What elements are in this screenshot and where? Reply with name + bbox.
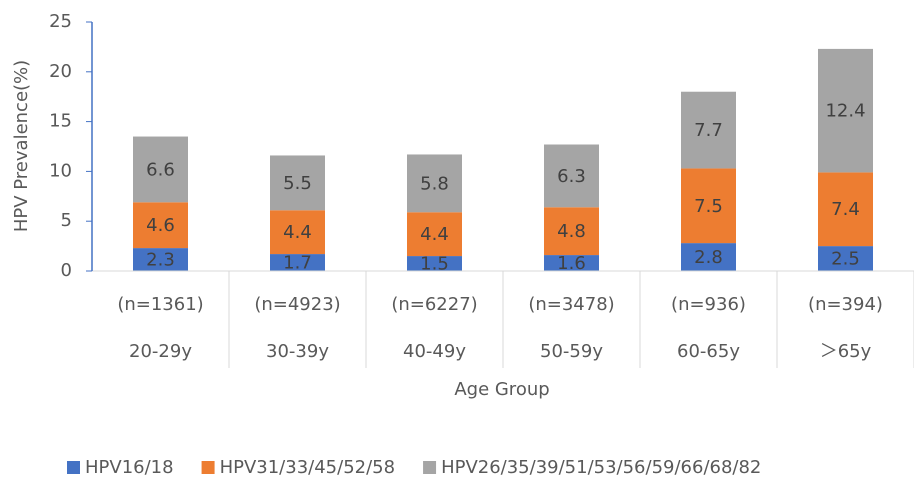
bar-segment	[818, 246, 873, 271]
bar-segment	[133, 202, 188, 249]
value-label: 6.3	[557, 166, 586, 187]
legend-label: HPV26/35/39/51/53/56/59/66/68/82	[441, 457, 761, 478]
bar-segment	[407, 154, 462, 213]
bar-segment	[407, 256, 462, 271]
category-note: (n=6227)	[391, 294, 477, 315]
bar-segment	[407, 212, 462, 257]
category-note: (n=4923)	[254, 294, 340, 315]
y-tick-label: 10	[49, 160, 72, 181]
legend-swatch	[201, 461, 215, 474]
bar-segment	[818, 172, 873, 247]
bar-segment	[681, 168, 736, 244]
value-label: 5.5	[283, 173, 312, 194]
value-label: 1.7	[283, 253, 312, 274]
y-axis-title: HPV Prevalence(%)	[11, 60, 32, 232]
bar-segment	[681, 91, 736, 169]
legend-swatch	[423, 461, 437, 474]
x-tick-label: 40-49y	[403, 341, 466, 362]
bar-segment	[544, 207, 599, 256]
value-label: 6.6	[146, 159, 175, 180]
value-label: 4.6	[146, 215, 175, 236]
category-note: (n=936)	[671, 294, 746, 315]
y-tick-label: 25	[49, 11, 72, 32]
value-label: 7.4	[831, 199, 860, 220]
category-note: (n=394)	[808, 294, 883, 315]
category-note: (n=3478)	[528, 294, 614, 315]
bar-segment	[681, 243, 736, 271]
bar-segment	[270, 155, 325, 211]
bar-segment	[544, 255, 599, 271]
bar-segment	[270, 254, 325, 271]
y-tick-label: 0	[61, 260, 72, 281]
value-label: 12.4	[825, 101, 865, 122]
value-label: 4.4	[420, 224, 449, 245]
bar-segment	[133, 248, 188, 271]
value-label: 1.5	[420, 254, 449, 275]
bar-segment	[270, 210, 325, 255]
y-tick-label: 15	[49, 111, 72, 132]
x-tick-label: ＞65y	[820, 341, 872, 362]
y-tick-label: 5	[61, 210, 72, 231]
bar-segment	[133, 136, 188, 203]
value-label: 2.3	[146, 250, 175, 271]
value-label: 4.8	[557, 221, 586, 242]
value-label: 4.4	[283, 222, 312, 243]
value-label: 2.5	[831, 249, 860, 270]
x-axis-title: Age Group	[454, 379, 549, 400]
value-label: 1.6	[557, 253, 586, 274]
value-label: 5.8	[420, 173, 449, 194]
legend-label: HPV31/33/45/52/58	[220, 457, 395, 478]
x-tick-label: 30-39y	[266, 341, 329, 362]
x-tick-label: 60-65y	[677, 341, 740, 362]
legend-swatch	[67, 461, 80, 474]
bar-segment	[544, 144, 599, 208]
x-tick-label: 20-29y	[129, 341, 192, 362]
category-note: (n=1361)	[117, 294, 203, 315]
value-label: 2.8	[694, 247, 723, 268]
bar-segment	[818, 48, 873, 173]
value-label: 7.7	[694, 120, 723, 141]
value-label: 7.5	[694, 196, 723, 217]
x-tick-label: 50-59y	[540, 341, 603, 362]
legend-label: HPV16/18	[85, 457, 174, 478]
y-tick-label: 20	[49, 61, 72, 82]
